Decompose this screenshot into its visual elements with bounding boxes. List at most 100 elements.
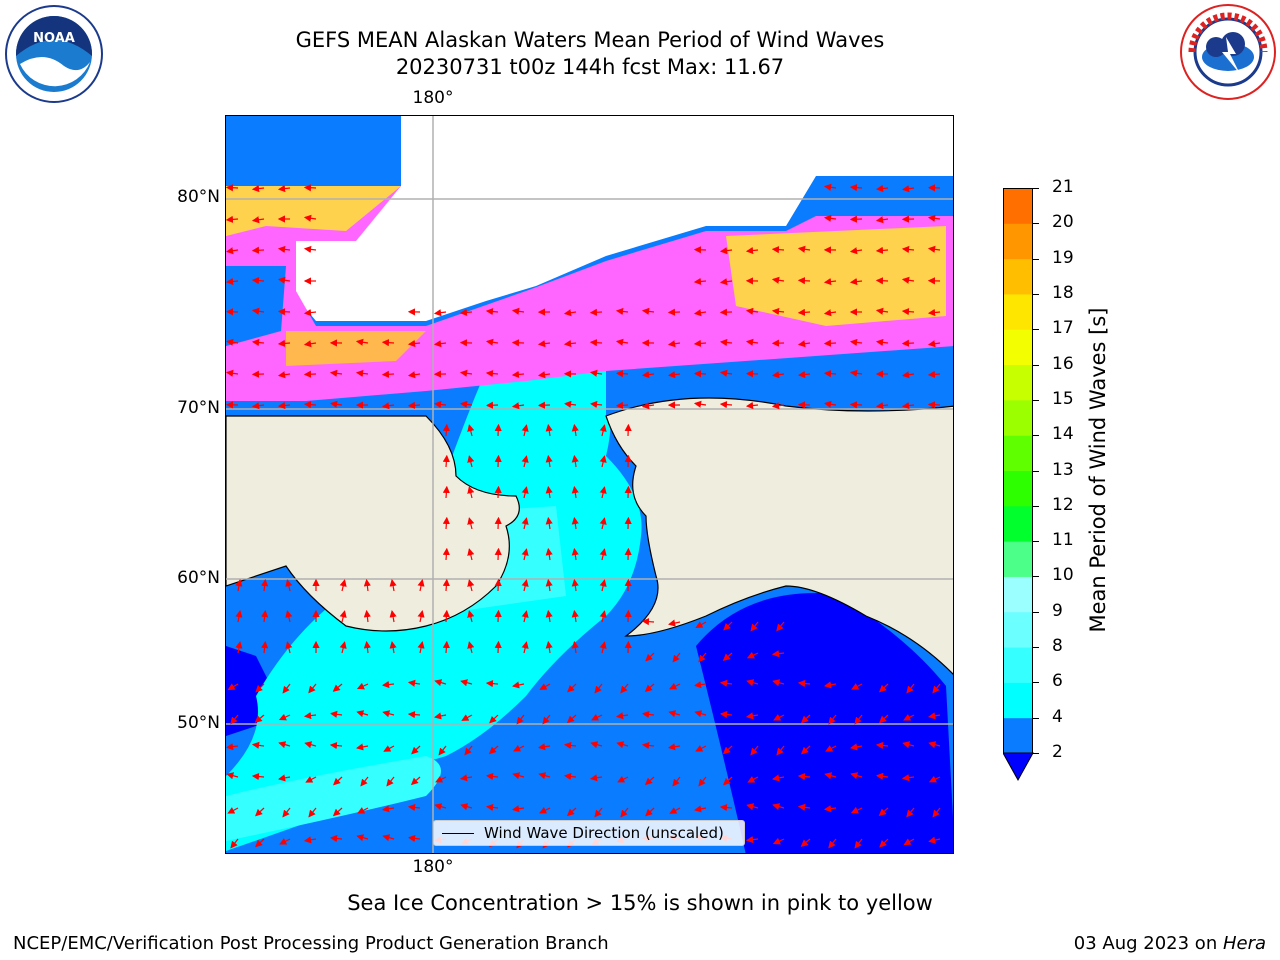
wind-wave-arrow <box>719 247 733 255</box>
wind-wave-arrow <box>407 679 421 687</box>
wind-wave-arrow <box>512 681 525 689</box>
no-data-region <box>226 116 953 321</box>
wind-wave-arrow <box>545 423 553 437</box>
wind-wave-arrow <box>723 776 733 786</box>
wind-wave-arrow <box>521 424 529 437</box>
wind-wave-arrow <box>797 772 811 781</box>
wind-wave-arrow <box>467 517 475 530</box>
wind-wave-arrow <box>771 650 785 658</box>
map-legend: Wind Wave Direction (unscaled) <box>433 820 745 846</box>
wind-wave-arrow <box>599 641 607 654</box>
colorbar-tick-label: 8 <box>1052 636 1063 657</box>
wind-wave-arrow <box>537 743 551 751</box>
wind-wave-arrow <box>277 371 291 379</box>
wind-wave-arrow <box>797 245 811 253</box>
wind-wave-arrow <box>467 548 475 561</box>
colorbar-cell <box>1003 470 1033 507</box>
colorbar-tick-label: 4 <box>1052 706 1063 727</box>
wind-wave-arrow <box>485 803 499 811</box>
wind-wave-arrow <box>357 807 369 814</box>
wind-wave-arrow <box>512 772 525 780</box>
wind-wave-arrow <box>521 517 529 530</box>
wind-wave-arrow <box>589 339 603 347</box>
colorbar-tick-label: 17 <box>1052 318 1074 339</box>
wind-wave-arrow <box>226 247 239 255</box>
wind-wave-arrow <box>303 184 317 192</box>
wind-wave-arrow <box>542 714 551 725</box>
colorbar-tick-label: 19 <box>1052 247 1074 268</box>
wind-wave-arrow <box>407 803 421 812</box>
wind-wave-arrow <box>277 308 291 316</box>
wind-wave-arrow <box>772 803 785 811</box>
wind-wave-arrow <box>255 683 265 693</box>
wind-wave-arrow <box>545 485 553 499</box>
wind-wave-arrow <box>800 838 811 847</box>
wind-wave-arrow <box>641 371 655 379</box>
wind-wave-arrow <box>928 836 941 844</box>
wind-wave-arrow <box>434 712 447 720</box>
wind-wave-arrow <box>797 340 811 348</box>
noaa-logo-text: NOAA <box>33 31 75 46</box>
wind-wave-arrow <box>511 402 525 410</box>
wind-wave-arrow <box>694 710 707 718</box>
wind-wave-arrow <box>745 712 759 720</box>
wind-wave-arrow <box>235 641 243 654</box>
colorbar-cell <box>1003 541 1033 577</box>
wind-wave-arrow <box>521 548 529 561</box>
wind-wave-arrow <box>879 683 889 693</box>
wind-wave-arrow <box>251 185 265 193</box>
colorbar-tick-label: 12 <box>1052 494 1074 515</box>
wind-wave-arrow <box>494 578 502 592</box>
wind-wave-arrow <box>360 776 369 787</box>
wind-wave-arrow <box>928 775 941 783</box>
wind-wave-arrow <box>521 579 529 592</box>
wind-wave-arrow <box>433 400 447 409</box>
wind-wave-arrow <box>251 402 265 410</box>
wind-wave-arrow <box>485 772 499 781</box>
wind-wave-arrow <box>285 641 293 654</box>
wind-wave-arrow <box>329 369 343 377</box>
wind-wave-arrow <box>513 744 525 752</box>
wind-wave-arrow <box>849 278 863 286</box>
footer-machine: Hera <box>1222 933 1266 954</box>
wind-wave-arrow <box>226 215 239 223</box>
wind-wave-arrow <box>255 807 265 817</box>
wind-wave-arrow <box>303 712 317 720</box>
wind-wave-arrow <box>875 184 889 193</box>
wind-wave-arrow <box>308 807 317 818</box>
lat-label-60: 60°N <box>177 568 220 588</box>
wind-wave-arrow <box>719 369 733 377</box>
wind-wave-arrow <box>329 834 343 843</box>
wind-wave-arrow <box>411 745 421 755</box>
wind-wave-arrow <box>615 712 629 720</box>
wind-wave-arrow <box>745 836 759 844</box>
wind-wave-arrow <box>356 682 369 690</box>
colorbar-cell <box>1003 399 1033 436</box>
colorbar-tick-label: 13 <box>1052 459 1074 480</box>
wind-wave-arrow <box>279 838 291 845</box>
wind-wave-arrow <box>620 807 629 818</box>
wind-wave-arrow <box>750 621 759 632</box>
wind-wave-arrow <box>494 485 502 499</box>
wind-wave-arrow <box>644 776 655 786</box>
wind-wave-arrow <box>382 834 395 842</box>
wind-wave-arrow <box>308 683 317 694</box>
wind-wave-arrow <box>903 714 915 721</box>
map-panel <box>225 115 954 854</box>
wind-wave-arrow <box>537 340 551 348</box>
wind-wave-arrow <box>901 402 915 410</box>
wind-wave-arrow <box>251 216 265 224</box>
wind-wave-arrow <box>381 402 395 410</box>
wind-wave-arrow <box>494 547 502 561</box>
wind-wave-arrow <box>771 246 785 254</box>
gulf-low-period <box>696 593 953 853</box>
colorbar-cell <box>1003 364 1033 401</box>
wind-wave-arrow <box>303 370 317 378</box>
wind-wave-arrow <box>927 245 941 253</box>
wind-wave-arrow <box>693 339 707 347</box>
wind-wave-arrow <box>461 714 473 721</box>
wind-wave-arrow <box>599 455 607 468</box>
legend-line-swatch <box>442 833 474 834</box>
wind-wave-arrow <box>438 745 447 756</box>
wind-wave-arrow <box>303 245 317 253</box>
